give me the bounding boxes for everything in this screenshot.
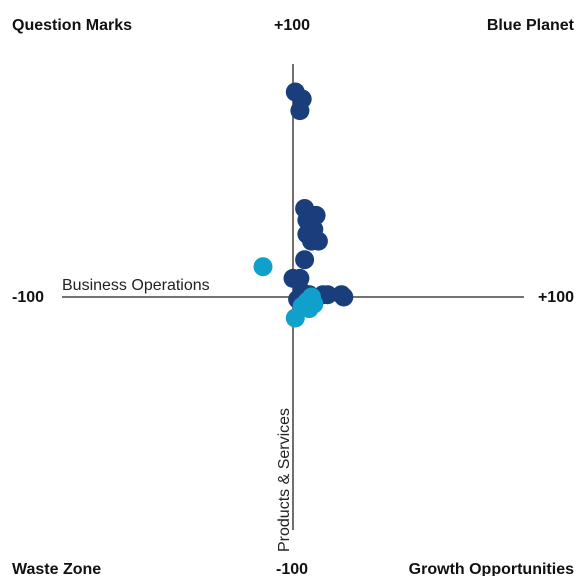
y-axis-max-tick: +100	[274, 17, 310, 34]
quadrant-label-bottom-left: Waste Zone	[12, 561, 101, 576]
data-point-s1-0	[253, 257, 273, 277]
data-points	[253, 82, 354, 328]
data-point-s1-6	[285, 308, 305, 328]
x-axis-label: Business Operations	[62, 277, 210, 294]
quadrant-label-top-right: Blue Planet	[487, 17, 575, 34]
data-point-s0-2	[290, 101, 310, 121]
y-axis-min-tick: -100	[276, 561, 308, 576]
data-point-s0-10	[302, 231, 321, 251]
data-point-s1-5	[299, 299, 319, 319]
data-point-s0-17	[318, 285, 338, 305]
x-axis-max-tick: +100	[538, 289, 574, 306]
data-point-s0-19	[334, 287, 354, 307]
data-point-s0-11	[295, 250, 315, 270]
labels: Question Marks Blue Planet Waste Zone Gr…	[12, 17, 575, 576]
x-axis-min-tick: -100	[12, 289, 44, 306]
quadrant-label-bottom-right: Growth Opportunities	[409, 561, 574, 576]
quadrant-label-top-left: Question Marks	[12, 17, 132, 34]
y-axis-label: Products & Services	[276, 408, 293, 552]
